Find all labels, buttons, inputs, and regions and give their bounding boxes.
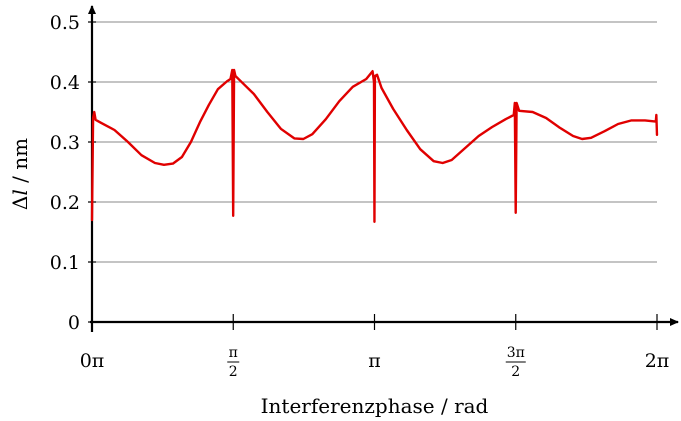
x-tick-label-denominator: 2 — [229, 364, 238, 380]
y-tick-label: 0.4 — [50, 72, 80, 94]
y-axis-label-symbol: l — [8, 189, 32, 195]
y-axis-label-delta: Δ — [8, 196, 32, 210]
y-tick-label: 0.1 — [50, 252, 80, 274]
axes — [88, 5, 679, 332]
labels: Interferenzphase / rad Δl / nm — [8, 138, 489, 418]
y-tick-label: 0.2 — [50, 192, 80, 214]
x-tick-label: 3π2 — [505, 345, 526, 380]
ticks: 00.10.20.30.40.50π π2 π 3π2 2π — [50, 12, 670, 380]
x-tick-label: π — [368, 350, 381, 372]
x-tick-label: 2π — [645, 350, 670, 372]
x-tick-label: 0π — [80, 350, 105, 372]
x-tick-label-numerator: 3π — [507, 345, 525, 361]
y-axis-label: Δl / nm — [8, 138, 32, 210]
x-tick-label: π2 — [227, 345, 240, 380]
x-tick-label-numerator: π — [229, 345, 238, 361]
series-line — [90, 68, 659, 223]
series — [90, 68, 659, 223]
y-tick-label: 0.5 — [50, 12, 80, 34]
y-tick-label: 0 — [68, 312, 80, 334]
x-tick-label-denominator: 2 — [511, 364, 520, 380]
y-axis-label-unit: / nm — [8, 138, 32, 189]
x-axis-label: Interferenzphase / rad — [261, 394, 489, 418]
y-tick-label: 0.3 — [50, 132, 80, 154]
